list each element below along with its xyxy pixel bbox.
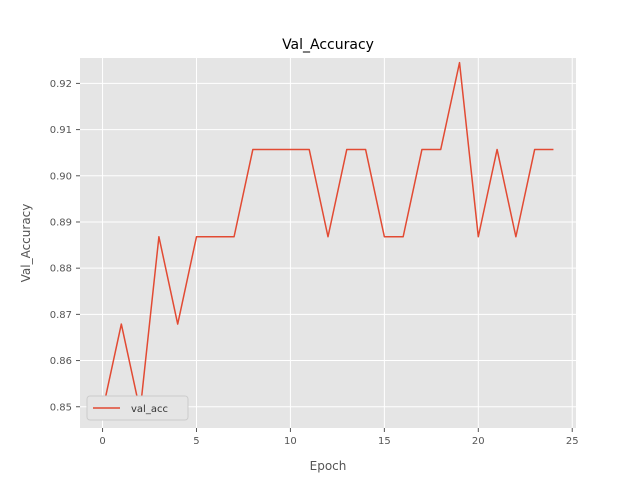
x-tick-label: 10	[284, 436, 297, 447]
x-axis-ticks: 0 5 10 15 20 25	[99, 428, 579, 447]
y-tick-label: 0.87	[50, 310, 72, 321]
y-tick-label: 0.86	[50, 356, 72, 367]
x-tick-label: 5	[193, 436, 199, 447]
y-tick-label: 0.91	[50, 125, 72, 136]
x-tick-label: 25	[566, 436, 579, 447]
chart-title: Val_Accuracy	[282, 37, 374, 53]
x-tick-label: 0	[99, 436, 105, 447]
plot-area	[80, 58, 576, 428]
y-tick-label: 0.89	[50, 217, 72, 228]
series-line-val-acc	[101, 61, 554, 412]
x-tick-label: 20	[472, 436, 485, 447]
y-tick-label: 0.90	[50, 171, 72, 182]
series-lines	[101, 61, 554, 412]
y-axis-ticks: 0.85 0.86 0.87 0.88 0.89 0.90 0.91 0.92	[50, 79, 80, 413]
y-tick-label: 0.92	[50, 79, 72, 90]
x-tick-label: 15	[378, 436, 391, 447]
legend-box	[86, 395, 189, 421]
legend: val_acc	[86, 395, 189, 421]
legend-entry-val-acc: val_acc	[131, 404, 168, 415]
x-axis-label: Epoch	[310, 459, 347, 473]
y-tick-label: 0.85	[50, 402, 72, 413]
y-tick-label: 0.88	[50, 264, 72, 275]
grid-lines	[80, 58, 576, 428]
y-axis-label: Val_Accuracy	[19, 204, 33, 283]
